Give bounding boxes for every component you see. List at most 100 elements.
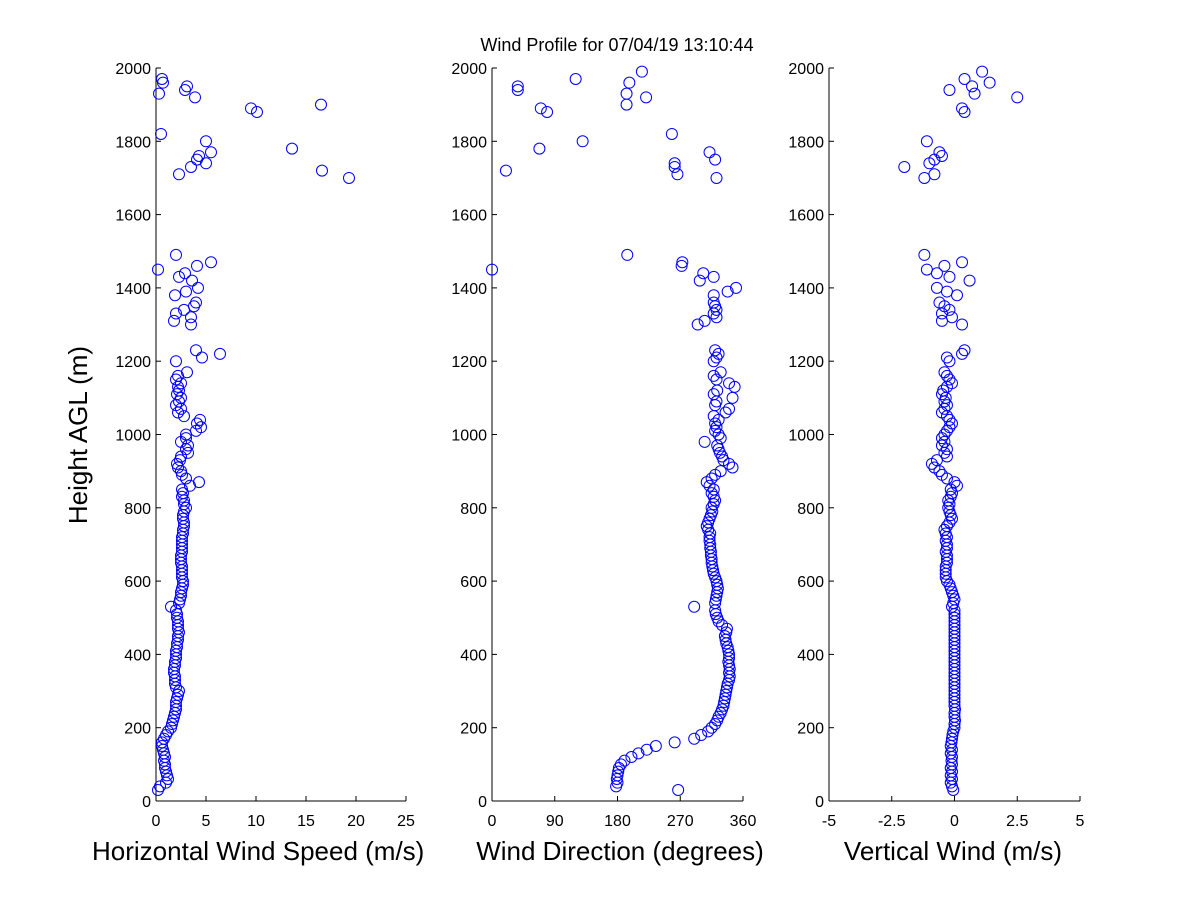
- y-tick-label: 2000: [788, 61, 824, 78]
- data-point: [938, 435, 951, 448]
- y-tick-label: 2000: [451, 61, 487, 78]
- data-point: [693, 274, 706, 287]
- data-point: [541, 105, 554, 118]
- data-point: [943, 270, 956, 283]
- data-point: [933, 296, 946, 309]
- data-point: [569, 72, 582, 85]
- data-point: [315, 98, 327, 111]
- data-point: [190, 296, 202, 309]
- data-point: [712, 428, 725, 441]
- chart-title: Wind Profile for 07/04/19 13:10:44: [480, 35, 753, 55]
- data-point: [968, 87, 981, 100]
- data-point: [191, 417, 203, 430]
- data-point: [185, 160, 197, 173]
- data-point: [611, 769, 624, 782]
- data-point: [162, 725, 174, 738]
- data-point: [612, 765, 625, 778]
- data-point: [963, 274, 976, 287]
- data-point: [180, 285, 192, 298]
- data-point: [173, 384, 185, 397]
- data-point: [168, 710, 180, 723]
- data-point: [935, 432, 948, 445]
- data-point: [161, 769, 173, 782]
- data-point: [966, 80, 979, 93]
- data-point: [710, 171, 723, 184]
- data-point: [668, 736, 681, 749]
- data-point: [649, 740, 662, 753]
- data-point: [945, 311, 958, 324]
- x-tick-label: 360: [730, 813, 757, 830]
- data-point: [935, 307, 948, 320]
- data-point: [245, 102, 257, 115]
- data-point: [185, 311, 197, 324]
- data-point: [178, 410, 190, 423]
- data-point: [976, 65, 989, 78]
- y-tick-label: 1400: [451, 281, 487, 298]
- x-tick-label: 0: [950, 813, 959, 830]
- data-point: [286, 142, 298, 155]
- data-point: [205, 146, 217, 159]
- data-point: [942, 494, 955, 507]
- data-point: [707, 307, 720, 320]
- data-point: [943, 421, 956, 434]
- x-tick-label: -2.5: [878, 813, 906, 830]
- data-point: [938, 259, 951, 272]
- data-point: [714, 465, 727, 478]
- data-point: [938, 366, 951, 379]
- y-tick-label: 1200: [115, 354, 151, 371]
- y-tick-label: 200: [460, 721, 487, 738]
- data-point: [935, 468, 948, 481]
- data-point: [726, 391, 739, 404]
- data-point: [933, 146, 946, 159]
- data-point: [720, 685, 733, 698]
- data-point: [186, 274, 198, 287]
- data-point: [170, 355, 182, 368]
- data-point: [945, 732, 958, 745]
- y-tick-label: 800: [460, 501, 487, 518]
- data-point: [620, 87, 633, 100]
- data-point: [192, 281, 204, 294]
- data-point: [173, 168, 185, 181]
- data-point: [195, 421, 207, 434]
- data-point: [190, 344, 202, 357]
- x-tick-label: 15: [297, 813, 315, 830]
- data-point: [710, 373, 723, 386]
- data-point: [709, 153, 722, 166]
- data-point: [956, 102, 969, 115]
- data-point: [928, 461, 941, 474]
- y-axis-label: Height AGL (m): [63, 346, 93, 524]
- data-point: [162, 773, 174, 786]
- data-point: [935, 439, 948, 452]
- data-point: [181, 80, 193, 93]
- data-point: [940, 399, 953, 412]
- data-point: [251, 105, 263, 118]
- data-point: [943, 355, 956, 368]
- data-point: [618, 754, 631, 767]
- x-axis-label-horizontal-wind-speed: Horizontal Wind Speed (m/s): [92, 836, 424, 866]
- y-tick-label: 1000: [115, 428, 151, 445]
- data-point: [158, 747, 170, 760]
- data-point: [672, 784, 685, 797]
- x-tick-label: 0: [488, 813, 497, 830]
- data-point: [155, 127, 167, 140]
- data-point: [177, 487, 189, 500]
- y-tick-label: 2000: [115, 61, 151, 78]
- data-point: [172, 688, 184, 701]
- y-tick-label: 800: [124, 501, 151, 518]
- data-point: [153, 87, 165, 100]
- data-point: [205, 256, 217, 269]
- y-tick-label: 0: [815, 794, 824, 811]
- data-point: [172, 406, 184, 419]
- data-point: [189, 91, 201, 104]
- data-point: [709, 417, 722, 430]
- data-point: [193, 476, 205, 489]
- y-tick-label: 1800: [451, 134, 487, 151]
- data-point: [168, 314, 180, 327]
- data-point: [920, 263, 933, 276]
- data-point: [191, 259, 203, 272]
- data-point: [938, 523, 951, 536]
- data-point: [940, 450, 953, 463]
- y-tick-label: 200: [124, 721, 151, 738]
- data-point: [944, 483, 957, 496]
- data-point: [937, 384, 950, 397]
